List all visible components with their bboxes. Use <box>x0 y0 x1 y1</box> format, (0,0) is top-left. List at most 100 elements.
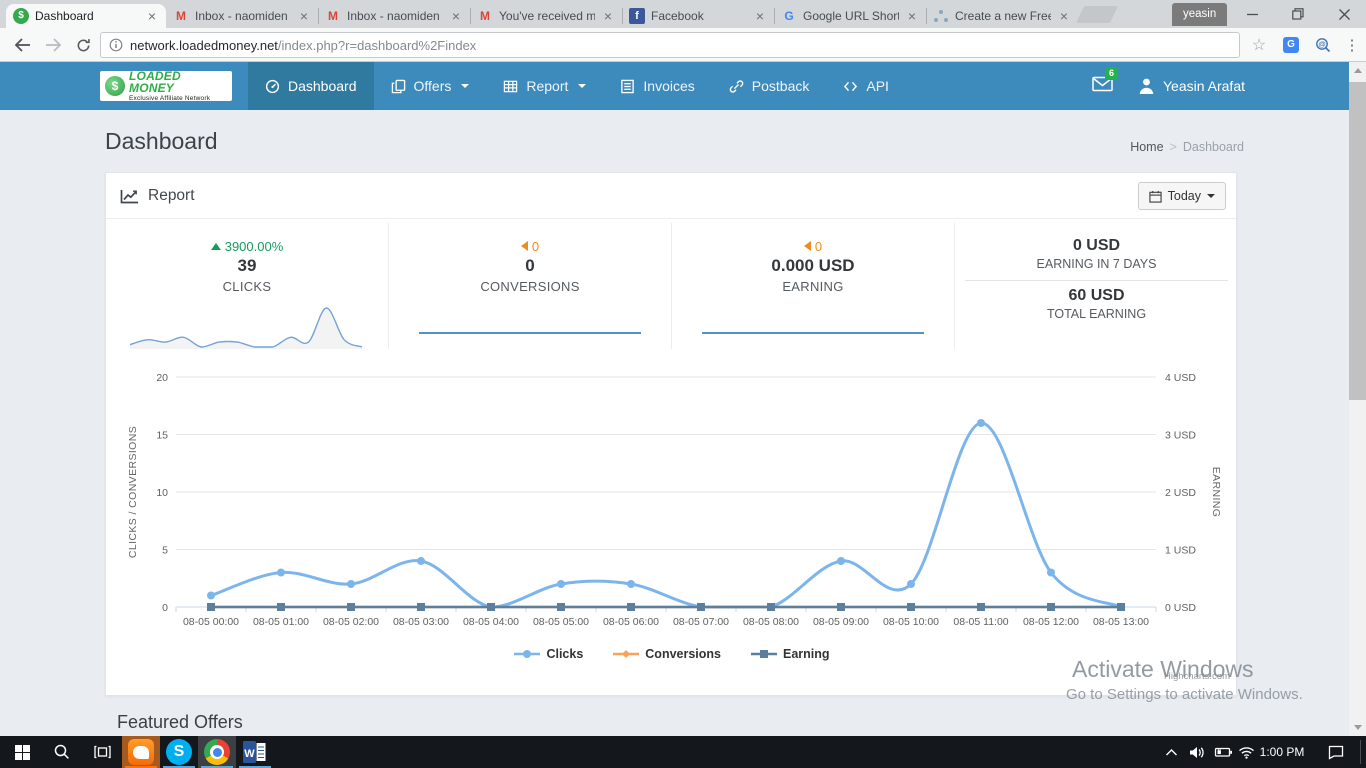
page-info-icon[interactable] <box>109 38 123 52</box>
svg-text:2 USD: 2 USD <box>1165 487 1196 499</box>
bookmark-star-icon[interactable]: ☆ <box>1244 28 1274 62</box>
taskbar-uc-browser[interactable] <box>122 736 160 768</box>
svg-text:15: 15 <box>156 430 168 442</box>
uc-browser-icon <box>128 739 154 765</box>
page-title: Dashboard <box>105 128 218 154</box>
gmail-favicon: M <box>176 9 186 23</box>
browser-tab[interactable]: M Inbox - naomiden × <box>318 4 470 28</box>
browser-tab[interactable]: M Inbox - naomiden × <box>166 4 318 28</box>
tab-close-icon[interactable]: × <box>147 8 157 24</box>
taskbar-word[interactable]: W <box>236 736 274 768</box>
volume-button[interactable] <box>1184 736 1210 768</box>
page-scrollbar[interactable] <box>1349 62 1366 736</box>
refresh-button[interactable] <box>68 28 98 62</box>
task-view-button[interactable] <box>82 736 122 768</box>
nav-item-dashboard[interactable]: Dashboard <box>248 62 374 110</box>
tab-close-icon[interactable]: × <box>451 8 461 24</box>
taskbar-skype[interactable]: S <box>160 736 198 768</box>
tab-title: Inbox - naomiden <box>347 9 440 23</box>
nav-item-offers[interactable]: Offers <box>374 62 487 110</box>
taskbar-search-button[interactable] <box>42 736 82 768</box>
legend-marker-icon <box>751 650 777 658</box>
user-name: Yeasin Arafat <box>1163 78 1245 94</box>
brand-title: LOADED MONEY <box>129 69 181 95</box>
arrow-up-icon <box>1353 68 1362 73</box>
scrollbar-thumb[interactable] <box>1349 82 1366 400</box>
panel-title: Report <box>148 187 195 204</box>
new-tab-button[interactable] <box>1075 6 1119 23</box>
gmail-favicon: M <box>328 9 338 23</box>
browser-tab[interactable]: G Google URL Short × <box>774 4 926 28</box>
chrome-profile-badge[interactable]: yeasin <box>1172 3 1228 26</box>
trend-flat-icon <box>520 241 528 251</box>
svg-text:W: W <box>244 748 255 760</box>
hidden-icons-chevron[interactable] <box>1158 736 1184 768</box>
browser-tab[interactable]: $ Dashboard × <box>6 4 166 28</box>
browser-menu-button[interactable]: ⋮ <box>1340 28 1364 62</box>
stat-delta-value: 0 <box>814 238 823 254</box>
tab-title: Inbox - naomiden <box>195 9 288 23</box>
browser-tab[interactable]: f Facebook × <box>622 4 774 28</box>
word-icon: W <box>243 741 266 763</box>
search-extension-icon[interactable]: @ <box>1308 28 1338 62</box>
taskbar-clock[interactable]: 1:00 PM <box>1259 745 1305 759</box>
nav-item-api[interactable]: API <box>826 62 906 110</box>
nav-item-label: Dashboard <box>288 78 357 94</box>
tab-close-icon[interactable]: × <box>755 8 765 24</box>
omnibox[interactable]: network.loadedmoney.net/index.php?r=dash… <box>100 32 1240 58</box>
running-indicator <box>125 766 157 768</box>
nav-item-label: API <box>866 78 889 94</box>
speaker-icon <box>1190 746 1204 758</box>
tab-title: Create a new Free <box>955 9 1051 23</box>
back-button[interactable] <box>8 28 38 62</box>
breadcrumb-home[interactable]: Home <box>1130 140 1164 154</box>
refresh-icon <box>77 38 90 51</box>
report-panel-header: Report Today <box>106 173 1236 219</box>
messages-button[interactable]: 6 <box>1092 66 1119 97</box>
translate-glyph: G <box>1283 37 1299 53</box>
tab-close-icon[interactable]: × <box>299 8 309 24</box>
battery-button[interactable] <box>1208 736 1236 768</box>
nav-item-invoices[interactable]: Invoices <box>603 62 711 110</box>
report-icon <box>503 79 518 94</box>
legend-item-earning[interactable]: Earning <box>751 647 830 661</box>
tab-close-icon[interactable]: × <box>603 8 613 24</box>
svg-text:08-05 05:00: 08-05 05:00 <box>533 616 589 628</box>
nav-item-label: Offers <box>413 78 452 94</box>
tab-close-icon[interactable]: × <box>907 8 917 24</box>
scroll-down-arrow[interactable] <box>1349 719 1366 736</box>
date-range-button[interactable]: Today <box>1137 182 1226 210</box>
taskbar-chrome[interactable] <box>198 736 236 768</box>
kebab-menu-icon: ⋮ <box>1344 37 1360 54</box>
show-desktop-button[interactable] <box>1360 740 1361 764</box>
stat-label: CONVERSIONS <box>480 279 580 294</box>
window-restore-button[interactable] <box>1276 0 1320 28</box>
translate-extension-icon[interactable]: G <box>1276 28 1306 62</box>
wifi-button[interactable] <box>1234 736 1258 768</box>
stat-clicks: 3900.00% 39 CLICKS <box>106 223 389 349</box>
legend-item-clicks[interactable]: Clicks <box>514 647 583 661</box>
forward-button[interactable] <box>38 28 68 62</box>
total-label: EARNING IN 7 DAYS <box>1036 257 1157 271</box>
nav-item-report[interactable]: Report <box>486 62 603 110</box>
user-menu[interactable]: Yeasin Arafat <box>1139 78 1245 94</box>
svg-text:08-05 01:00: 08-05 01:00 <box>253 616 309 628</box>
start-button[interactable] <box>2 736 42 768</box>
invoices-icon <box>620 79 635 94</box>
tab-close-icon[interactable]: × <box>1059 8 1069 24</box>
highcharts-credit[interactable]: Highcharts.com <box>1164 671 1230 682</box>
action-center-button[interactable] <box>1318 736 1354 768</box>
coin-icon: $ <box>105 76 125 96</box>
window-close-button[interactable] <box>1322 0 1366 28</box>
browser-tab[interactable]: Create a new Free × <box>926 4 1078 28</box>
site-logo[interactable]: $ LOADED MONEY Exclusive Affiliate Netwo… <box>100 69 232 101</box>
tab-title: Google URL Short <box>803 9 899 23</box>
legend-item-conversions[interactable]: Conversions <box>613 647 721 661</box>
window-minimize-button[interactable] <box>1230 0 1274 28</box>
facebook-favicon: f <box>629 8 645 24</box>
browser-tab[interactable]: M You've received m × <box>470 4 622 28</box>
scroll-up-arrow[interactable] <box>1349 62 1366 79</box>
svg-text:08-05 11:00: 08-05 11:00 <box>953 616 1008 628</box>
nav-item-postback[interactable]: Postback <box>712 62 827 110</box>
